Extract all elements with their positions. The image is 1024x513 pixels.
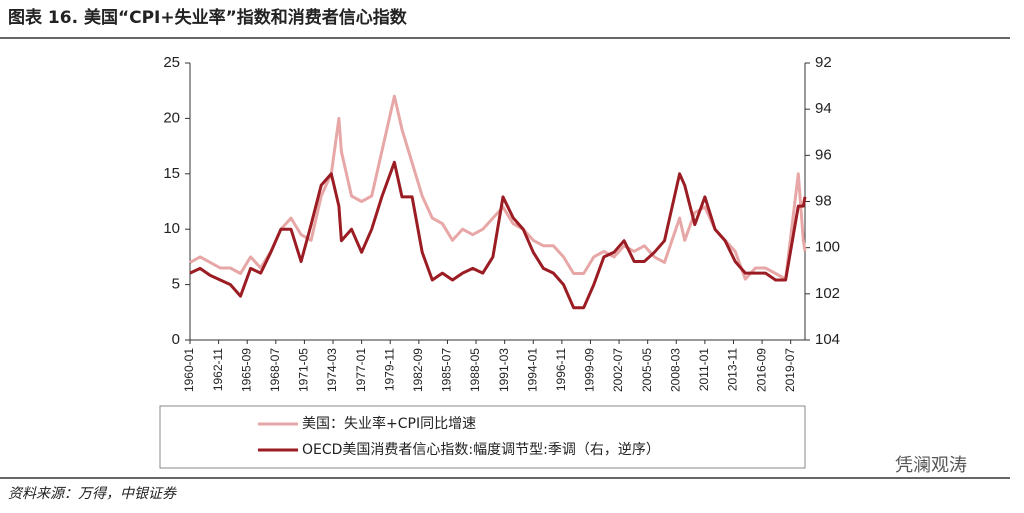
x-tick-label: 1974-03 — [325, 348, 339, 392]
y-tick-label: 15 — [163, 165, 180, 182]
y2-tick-label: 104 — [815, 331, 840, 348]
y-tick-label: 20 — [163, 109, 180, 126]
x-tick-label: 1994-01 — [525, 348, 539, 392]
source: 资料来源：万得，中银证券 — [8, 486, 177, 502]
series-line — [189, 94, 807, 281]
x-tick-label: 2019-07 — [783, 348, 797, 392]
x-tick-label: 1979-11 — [382, 348, 396, 391]
y2-tick-label: 102 — [815, 285, 840, 302]
y2-tick-label: 96 — [815, 146, 832, 163]
legend-label: 美国：失业率+CPI同比增速 — [302, 415, 476, 432]
x-tick-label: 2011-01 — [697, 348, 711, 391]
legend-label: OECD美国消费者信心指数:幅度调节型:季调（右，逆序） — [302, 442, 660, 458]
y2-tick-label: 94 — [815, 100, 832, 117]
watermark: 凭澜观涛 — [895, 455, 967, 476]
x-tick-label: 1962-11 — [211, 348, 225, 391]
x-tick-label: 1977-01 — [354, 348, 368, 392]
y2-tick-label: 98 — [815, 192, 832, 209]
x-tick-label: 2002-07 — [611, 348, 625, 392]
y2-tick-label: 92 — [815, 54, 832, 71]
y2-tick-label: 100 — [815, 239, 840, 256]
x-tick-label: 1985-07 — [440, 348, 454, 392]
series-line — [189, 160, 807, 310]
x-tick-label: 1991-03 — [497, 348, 511, 392]
x-tick-label: 2016-09 — [754, 348, 768, 392]
x-tick-label: 1996-11 — [554, 348, 568, 391]
legend-box — [159, 405, 806, 469]
x-tick-label: 1982-09 — [411, 348, 425, 392]
chart-title: 图表 16. 美国“CPI+失业率”指数和消费者信心指数 — [8, 7, 408, 28]
x-tick-label: 1968-07 — [268, 348, 282, 392]
y-tick-label: 0 — [172, 331, 180, 348]
x-tick-label: 2013-11 — [726, 348, 740, 391]
x-tick-label: 2005-05 — [640, 348, 654, 392]
y-tick-label: 5 — [172, 276, 180, 293]
y-tick-label: 10 — [163, 220, 180, 237]
x-tick-label: 2008-03 — [668, 348, 682, 392]
x-tick-label: 1988-05 — [468, 348, 482, 392]
x-tick-label: 1999-09 — [583, 348, 597, 392]
x-tick-label: 1965-09 — [239, 348, 253, 392]
y-tick-label: 25 — [163, 54, 180, 71]
x-tick-label: 1971-05 — [297, 348, 311, 392]
x-tick-label: 1960-01 — [182, 348, 196, 392]
